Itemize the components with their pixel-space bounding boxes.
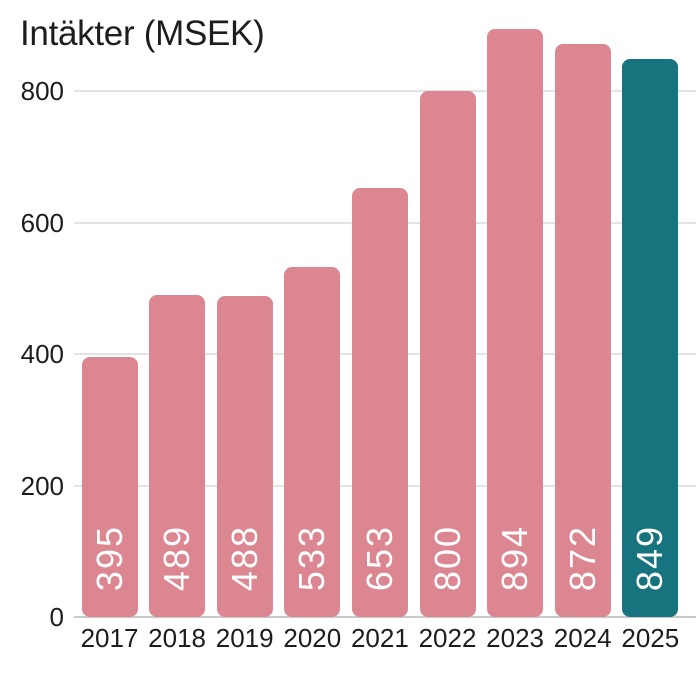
y-tick-label: 600 — [20, 207, 64, 238]
x-tick-label: 2018 — [148, 623, 207, 653]
x-tick-label: 2019 — [215, 623, 274, 653]
bar-value-label: 800 — [426, 524, 468, 591]
x-tick-label: 2024 — [553, 623, 612, 653]
y-tick-label: 200 — [20, 470, 64, 501]
bar-2025: 849 — [622, 58, 679, 617]
bar-2022: 800 — [419, 91, 476, 617]
chart-title: Intäkter (MSEK) — [20, 14, 265, 53]
x-tick-label: 2017 — [80, 623, 139, 653]
bar-2023: 894 — [487, 29, 544, 617]
y-tick-label: 800 — [20, 76, 64, 106]
gridline — [74, 90, 696, 92]
x-tick-label: 2020 — [283, 623, 342, 653]
bar-value-label: 653 — [358, 524, 400, 591]
bar-2018: 489 — [149, 295, 206, 617]
y-tick-label: 0 — [49, 602, 64, 632]
y-tick-label: 400 — [20, 339, 64, 369]
x-tick-label: 2025 — [621, 623, 680, 653]
bar-value-label: 849 — [629, 524, 671, 591]
bar-2019: 488 — [216, 296, 273, 617]
bar-value-label: 489 — [156, 524, 198, 591]
bar-value-label: 395 — [88, 524, 130, 591]
bar-value-label: 533 — [291, 524, 333, 591]
bar-2017: 395 — [81, 357, 138, 617]
x-axis-line — [74, 616, 696, 618]
bar-value-label: 872 — [561, 524, 603, 591]
x-tick-label: 2023 — [486, 623, 545, 653]
bar-value-label: 488 — [223, 524, 265, 591]
x-tick-label: 2022 — [418, 623, 477, 653]
bar-2021: 653 — [351, 187, 408, 617]
x-tick-label: 2021 — [350, 623, 409, 653]
bar-value-label: 894 — [494, 524, 536, 591]
bar-2024: 872 — [554, 43, 611, 617]
bar-2020: 533 — [284, 266, 341, 617]
